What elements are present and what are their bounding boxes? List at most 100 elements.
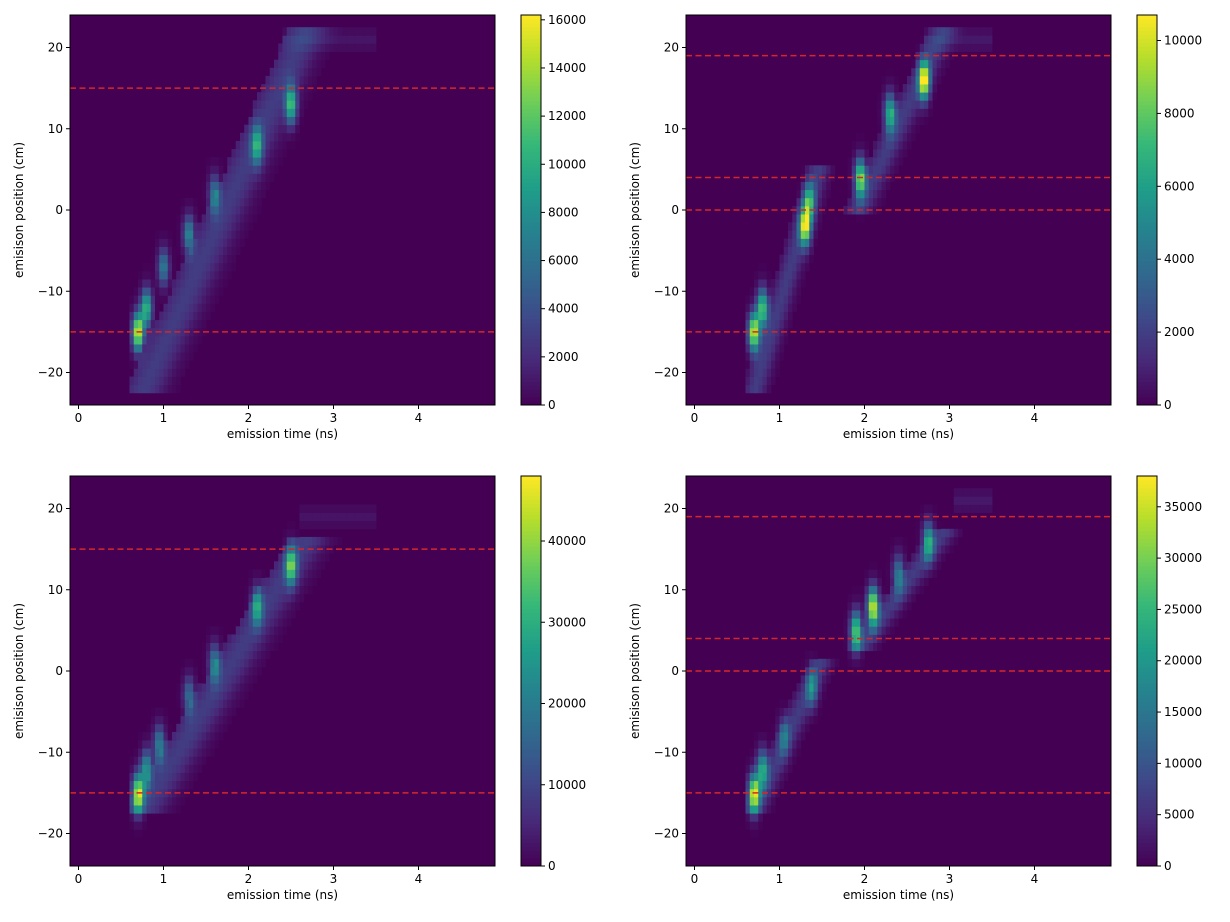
heatmap-bin — [231, 262, 237, 272]
heatmap-bin — [851, 601, 857, 611]
heatmap-bin — [193, 658, 198, 668]
heatmap-bin — [295, 75, 300, 85]
colorbar-step — [521, 221, 541, 227]
heatmap-bin — [138, 772, 143, 782]
colorbar-step — [521, 163, 541, 168]
heatmap-bin — [907, 593, 912, 603]
heatmap-bin — [873, 585, 878, 595]
heatmap-bin — [962, 504, 967, 513]
heatmap-bin — [758, 764, 763, 773]
heatmap-bin — [244, 165, 249, 174]
heatmap-bin — [915, 108, 921, 117]
heatmap-bin — [189, 254, 194, 264]
heatmap-bin — [796, 238, 802, 247]
heatmap-bin — [898, 157, 904, 166]
colorbar-step — [521, 780, 541, 785]
heatmap-bin — [873, 189, 878, 199]
heatmap-bin — [817, 165, 823, 174]
colorbar-step — [521, 511, 541, 516]
heatmap-bin — [354, 43, 360, 52]
heatmap-bin — [138, 756, 143, 765]
heatmap-bin — [847, 601, 853, 611]
heatmap-bin — [932, 569, 938, 578]
heatmap-bin — [898, 116, 904, 126]
colorbar-tick-label: 10000 — [548, 157, 586, 171]
colorbar-tick-label: 8000 — [548, 205, 579, 219]
heatmap-bin — [303, 545, 309, 554]
colorbar-tick-label: 5000 — [1164, 808, 1195, 822]
heatmap-bin — [898, 124, 904, 134]
heatmap-bin — [231, 214, 237, 223]
heatmap-bin — [163, 756, 169, 765]
heatmap-bin — [932, 75, 938, 85]
heatmap-bin — [278, 626, 283, 635]
heatmap-bin — [269, 100, 275, 109]
heatmap-bin — [146, 731, 152, 741]
heatmap-bin — [868, 626, 874, 635]
heatmap-bin — [201, 279, 207, 288]
colorbar-step — [521, 54, 541, 59]
heatmap-bin — [363, 27, 368, 36]
heatmap-bin — [176, 214, 181, 223]
heatmap-bin — [822, 197, 827, 207]
heatmap-bin — [248, 626, 254, 635]
heatmap-bin — [201, 319, 207, 329]
heatmap-bin — [817, 658, 823, 668]
heatmap-bin — [970, 43, 976, 52]
heatmap-bin — [193, 344, 198, 353]
heatmap-bin — [163, 368, 169, 377]
heatmap-bin — [138, 335, 143, 345]
colorbar-step — [1137, 132, 1157, 137]
heatmap-bin — [970, 488, 976, 497]
colorbar-step — [1137, 373, 1157, 379]
heatmap-bin — [371, 520, 377, 530]
heatmap-bin — [159, 788, 164, 798]
heatmap-bin — [796, 270, 802, 280]
colorbar-step — [521, 717, 541, 723]
heatmap-bin — [308, 569, 313, 578]
heatmap-bin — [809, 707, 814, 717]
heatmap-bin — [877, 124, 882, 134]
heatmap-bin — [983, 496, 989, 505]
heatmap-bin — [342, 504, 347, 513]
colorbar-step — [1137, 206, 1157, 211]
heatmap-bin — [150, 756, 156, 765]
colorbar-step — [1137, 135, 1157, 141]
heatmap-bin — [907, 75, 912, 85]
heatmap-bin — [749, 327, 755, 337]
heatmap-bin — [159, 262, 164, 272]
heatmap-bin — [252, 181, 258, 191]
colorbar-step — [1137, 319, 1157, 324]
heatmap-bin — [244, 642, 249, 652]
colorbar-step — [521, 217, 541, 223]
heatmap-bin — [779, 352, 785, 361]
heatmap-bin — [745, 772, 751, 782]
heatmap-bin — [269, 75, 275, 85]
heatmap-bin — [890, 626, 895, 635]
heatmap-bin — [184, 731, 190, 741]
heatmap-bin — [282, 561, 288, 570]
heatmap-bin — [295, 536, 300, 546]
colorbar-step — [521, 491, 541, 496]
heatmap-bin — [176, 723, 181, 733]
heatmap-bin — [987, 27, 993, 36]
heatmap-bin — [775, 270, 780, 280]
heatmap-bin — [762, 319, 768, 329]
colorbar-step — [1137, 600, 1157, 606]
heatmap-bin — [762, 384, 768, 394]
colorbar-step — [1137, 686, 1157, 691]
heatmap-bin — [915, 67, 921, 77]
heatmap-bin — [796, 222, 802, 231]
heatmap-bin — [788, 287, 793, 296]
heatmap-bin — [822, 691, 827, 700]
heatmap-bin — [206, 707, 211, 717]
heatmap-bin — [928, 561, 933, 570]
heatmap-bin — [346, 43, 351, 52]
heatmap-bin — [206, 262, 211, 272]
heatmap-bin — [142, 352, 147, 361]
colorbar-step — [521, 155, 541, 160]
heatmap-bin — [826, 675, 831, 684]
heatmap-bin — [894, 577, 899, 587]
heatmap-bin — [286, 618, 292, 627]
heatmap-bin — [214, 254, 220, 264]
